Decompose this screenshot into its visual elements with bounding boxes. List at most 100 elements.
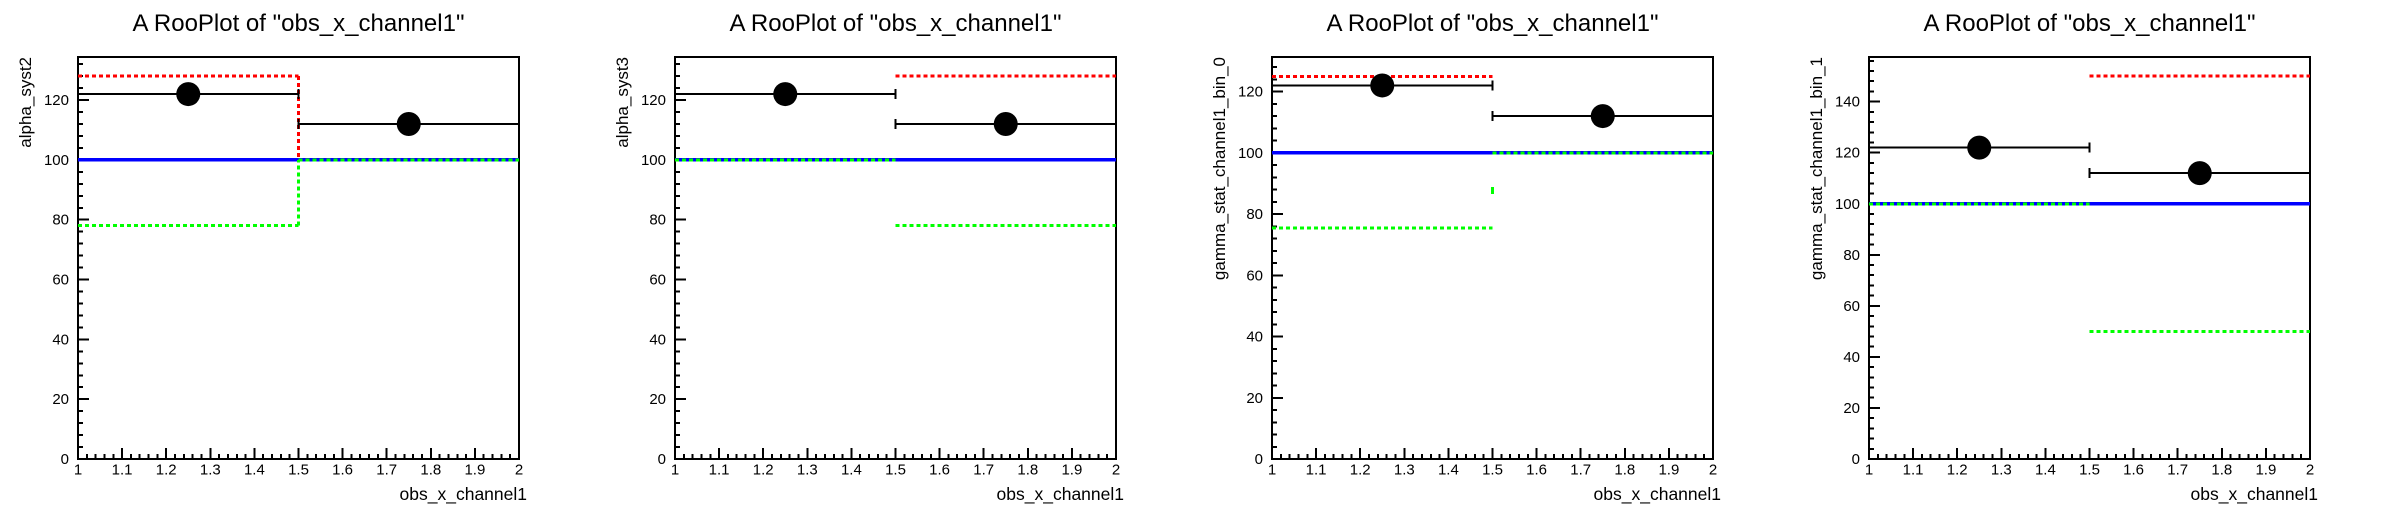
- x-axis-title: obs_x_channel1: [996, 484, 1124, 504]
- x-tick-label: 1.5: [288, 462, 309, 479]
- data-series: [77, 82, 520, 136]
- data-point: [1868, 135, 2091, 160]
- y-tick-label: 80: [52, 212, 69, 229]
- x-tick-label: 1.9: [1658, 462, 1679, 479]
- y-tick-label: 80: [649, 212, 666, 229]
- minus-1sigma-variation-curve: [1272, 151, 1713, 230]
- data-point: [77, 82, 300, 107]
- y-tick-label: 60: [1246, 267, 1263, 284]
- x-tick-label: 1.4: [244, 462, 265, 479]
- x-axis: 1 1.1 1.2 1.3 1.4 1.5 1.6 1.7 1.8 1.9 2: [1865, 448, 2314, 479]
- x-tick-label: 1.1: [112, 462, 133, 479]
- data-marker: [1370, 73, 1395, 98]
- rooplot-panel-alpha-syst2: 1 1.1 1.2 1.3 1.4 1.5 1.6 1.7 1.8 1.9 2 0 20 40 60 80 10…: [0, 0, 597, 516]
- data-point: [894, 112, 1117, 136]
- data-marker: [1967, 135, 1992, 160]
- y-tick-label: 120: [1238, 84, 1263, 101]
- y-axis: 0 20 40 60 80 100 120: [641, 63, 686, 468]
- plot-title: A RooPlot of "obs_x_channel1": [1326, 10, 1659, 37]
- x-tick-label: 1.5: [1482, 462, 1503, 479]
- y-axis-title: alpha_syst2: [16, 57, 35, 148]
- y-axis: 0 20 40 60 80 100 120 140: [1835, 59, 1880, 468]
- y-tick-label: 20: [1246, 390, 1263, 407]
- x-tick-label: 1.1: [709, 462, 730, 479]
- data-point: [1271, 73, 1494, 98]
- x-tick-label: 1.3: [200, 462, 221, 479]
- x-tick-label: 1.8: [1017, 462, 1038, 479]
- plot-title: A RooPlot of "obs_x_channel1": [729, 10, 1062, 37]
- y-axis-title: alpha_syst3: [613, 57, 632, 148]
- x-tick-label: 1: [1268, 462, 1276, 479]
- x-tick-label: 1.2: [1947, 462, 1968, 479]
- x-tick-label: 1.6: [2123, 462, 2144, 479]
- x-tick-label: 2: [1709, 462, 1717, 479]
- x-tick-label: 1.2: [753, 462, 774, 479]
- data-series: [1271, 73, 1714, 129]
- y-tick-label: 100: [641, 152, 666, 169]
- y-axis: 0 20 40 60 80 100 120: [44, 63, 89, 468]
- y-tick-label: 40: [649, 331, 666, 348]
- y-tick-label: 120: [44, 92, 69, 109]
- minus-1sigma-variation-curve: [78, 158, 519, 228]
- data-marker: [176, 82, 201, 107]
- x-tick-label: 1.3: [1991, 462, 2012, 479]
- data-series: [674, 82, 1117, 136]
- x-tick-label: 1.4: [2035, 462, 2056, 479]
- y-tick-label: 40: [1246, 329, 1263, 346]
- x-tick-label: 1.9: [2255, 462, 2276, 479]
- x-axis: 1 1.1 1.2 1.3 1.4 1.5 1.6 1.7 1.8 1.9 2: [1268, 448, 1717, 479]
- x-tick-label: 2: [515, 462, 523, 479]
- data-series: [1868, 135, 2311, 186]
- y-tick-label: 100: [1835, 196, 1860, 213]
- data-point: [1491, 104, 1714, 129]
- plot-canvas: 1 1.1 1.2 1.3 1.4 1.5 1.6 1.7 1.8 1.9 202040608010…: [641, 56, 1120, 479]
- data-point: [674, 82, 897, 107]
- y-tick-label: 60: [1843, 298, 1860, 315]
- x-axis: 1 1.1 1.2 1.3 1.4 1.5 1.6 1.7 1.8 1.9 2: [671, 448, 1120, 479]
- x-tick-label: 1.7: [376, 462, 397, 479]
- data-point: [297, 112, 520, 136]
- x-tick-label: 1.1: [1306, 462, 1327, 479]
- rooplot-panel-gamma-stat-channel1-bin-0: 1 1.1 1.2 1.3 1.4 1.5 1.6 1.7 1.8 1.9 2 0 20 40 60 80 10…: [1194, 0, 1791, 516]
- rooplot-panel-gamma-stat-channel1-bin-1: 1 1.1 1.2 1.3 1.4 1.5 1.6 1.7 1.8 1.9 2 0 20 40 60 80 10…: [1791, 0, 2388, 516]
- y-tick-label: 40: [1843, 349, 1860, 366]
- y-tick-label: 20: [1843, 400, 1860, 417]
- x-tick-label: 1.2: [156, 462, 177, 479]
- x-tick-label: 1.7: [2167, 462, 2188, 479]
- x-tick-label: 1.6: [332, 462, 353, 479]
- x-axis: 1 1.1 1.2 1.3 1.4 1.5 1.6 1.7 1.8 1.9 2: [74, 448, 523, 479]
- x-tick-label: 1.5: [2079, 462, 2100, 479]
- x-tick-label: 1.3: [1394, 462, 1415, 479]
- x-tick-label: 1: [671, 462, 679, 479]
- y-tick-label: 100: [44, 152, 69, 169]
- plot-frame: [1868, 56, 2311, 460]
- x-tick-label: 1: [1865, 462, 1873, 479]
- data-marker: [993, 112, 1018, 136]
- x-axis-title: obs_x_channel1: [399, 484, 527, 504]
- y-tick-label: 60: [649, 272, 666, 289]
- y-axis-title: gamma_stat_channel1_bin_0: [1210, 57, 1229, 281]
- y-tick-label: 140: [1835, 94, 1860, 111]
- plot-canvas: 1 1.1 1.2 1.3 1.4 1.5 1.6 1.7 1.8 1.9 202040608010…: [44, 56, 523, 479]
- y-tick-label: 20: [52, 391, 69, 408]
- x-tick-label: 1.5: [885, 462, 906, 479]
- data-point: [2088, 161, 2311, 186]
- plot-title: A RooPlot of "obs_x_channel1": [132, 10, 465, 37]
- y-tick-label: 120: [641, 92, 666, 109]
- x-tick-label: 1.2: [1350, 462, 1371, 479]
- plot-canvas: 1 1.1 1.2 1.3 1.4 1.5 1.6 1.7 1.8 1.9 202040608010…: [1835, 56, 2314, 479]
- x-tick-label: 2: [2306, 462, 2314, 479]
- plot-frame: [77, 56, 520, 460]
- x-tick-label: 1.8: [2211, 462, 2232, 479]
- y-tick-label: 20: [649, 391, 666, 408]
- y-tick-label: 120: [1835, 145, 1860, 162]
- x-axis-title: obs_x_channel1: [2190, 484, 2318, 504]
- y-tick-label: 80: [1246, 206, 1263, 223]
- x-tick-label: 1.7: [1570, 462, 1591, 479]
- x-tick-label: 1: [74, 462, 82, 479]
- x-tick-label: 1.6: [1526, 462, 1547, 479]
- x-tick-label: 1.6: [929, 462, 950, 479]
- y-tick-label: 0: [1255, 451, 1263, 468]
